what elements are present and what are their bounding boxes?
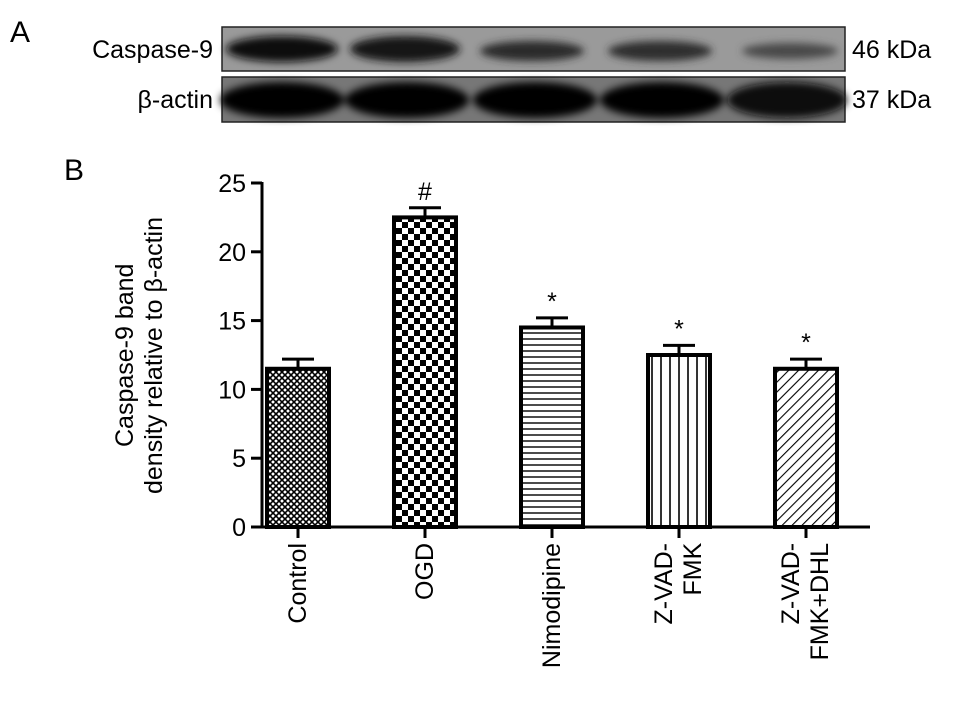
bar bbox=[646, 353, 712, 529]
x-tick-label: OGD bbox=[410, 543, 439, 600]
bar bbox=[265, 366, 331, 530]
y-tick-label: 20 bbox=[218, 239, 246, 267]
x-tick-label: Control bbox=[283, 543, 312, 624]
x-tick-label: Z-VAD- FMK bbox=[650, 543, 707, 625]
panel-label: B bbox=[64, 154, 84, 187]
significance-mark: * bbox=[801, 329, 811, 357]
bar bbox=[519, 325, 585, 530]
bar bbox=[392, 215, 458, 529]
y-tick-label: 10 bbox=[218, 376, 246, 404]
significance-mark: * bbox=[547, 288, 557, 316]
significance-mark: # bbox=[418, 178, 432, 206]
blot-image bbox=[220, 26, 847, 123]
x-tick-label: Z-VAD- FMK+DHL bbox=[777, 543, 834, 661]
blot-size-label: 37 kDa bbox=[852, 86, 931, 114]
bar bbox=[773, 366, 839, 530]
x-tick-label: Nimodipine bbox=[537, 543, 566, 669]
blot-size-label: 46 kDa bbox=[852, 36, 931, 64]
blot-row-label: β-actin bbox=[137, 86, 213, 114]
blot-row-label: Caspase-9 bbox=[92, 36, 213, 64]
y-tick-label: 15 bbox=[218, 308, 246, 336]
significance-mark: * bbox=[674, 315, 684, 343]
y-tick-label: 5 bbox=[232, 445, 246, 473]
y-tick-label: 25 bbox=[218, 170, 246, 198]
y-axis-label: Caspase-9 band density relative to β-act… bbox=[111, 216, 168, 494]
panel-label: A bbox=[10, 16, 30, 49]
y-tick-label: 0 bbox=[232, 514, 246, 542]
